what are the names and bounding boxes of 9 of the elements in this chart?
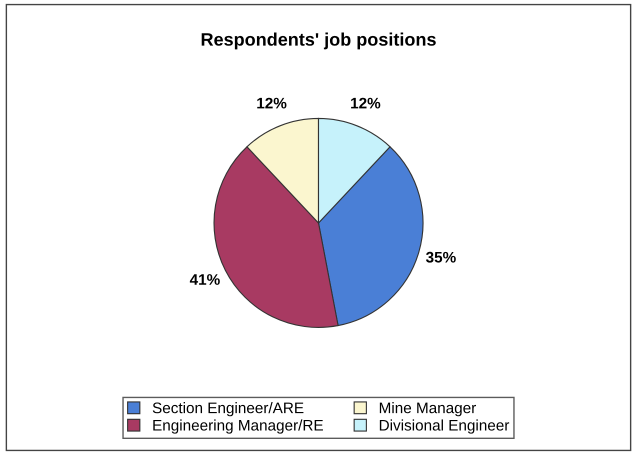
legend-label: Engineering Manager/RE	[153, 419, 323, 434]
data-label: 12%	[257, 98, 286, 109]
data-label: 12%	[351, 98, 380, 109]
legend-label: Mine Manager	[380, 402, 476, 416]
chart-title: Respondents' job positions	[202, 32, 436, 50]
data-label: 35%	[426, 252, 456, 263]
data-label: 41%	[190, 274, 220, 285]
legend-label: Section Engineer/ARE	[152, 402, 304, 416]
legend-label: Divisional Engineer	[380, 419, 510, 434]
